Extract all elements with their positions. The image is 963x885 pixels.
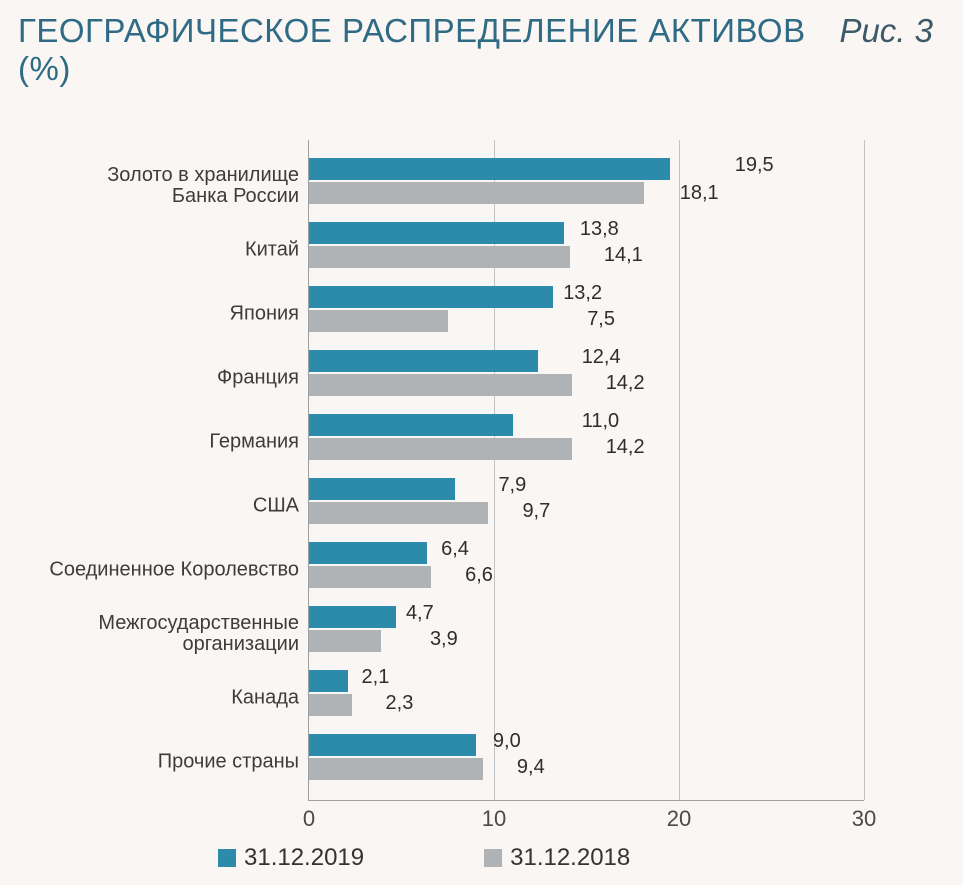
- value-label-2019: 2,1: [362, 666, 390, 689]
- value-label-2018: 14,2: [606, 436, 645, 459]
- value-label-2019: 12,4: [582, 346, 621, 369]
- category-row: США7,99,7: [309, 474, 864, 538]
- value-label-2019: 4,7: [406, 602, 434, 625]
- legend-swatch: [218, 849, 236, 867]
- category-row: Прочие страны9,09,4: [309, 730, 864, 794]
- category-label: Китай: [19, 240, 309, 261]
- bar-2019: [309, 734, 476, 756]
- category-label: Соединенное Королевство: [19, 560, 309, 581]
- bar-2018: [309, 310, 448, 332]
- category-row: Золото в хранилище Банка России19,518,1: [309, 154, 864, 218]
- figure-label: Рис. 3: [839, 12, 933, 50]
- value-label-2019: 9,0: [493, 730, 521, 753]
- value-label-2018: 7,5: [587, 308, 615, 331]
- category-row: Межгосударственные организации4,73,9: [309, 602, 864, 666]
- category-label: Германия: [19, 432, 309, 453]
- category-row: Соединенное Королевство6,46,6: [309, 538, 864, 602]
- legend-label: 31.12.2018: [510, 844, 630, 871]
- bar-chart: 0102030Золото в хранилище Банка России19…: [18, 140, 918, 801]
- category-label: Межгосударственные организации: [19, 613, 309, 655]
- category-label: Канада: [19, 688, 309, 709]
- category-row: Япония13,27,5: [309, 282, 864, 346]
- value-label-2018: 2,3: [386, 692, 414, 715]
- value-label-2018: 14,1: [604, 244, 643, 267]
- value-label-2019: 19,5: [735, 154, 774, 177]
- category-label: Франция: [19, 368, 309, 389]
- category-row: Германия11,014,2: [309, 410, 864, 474]
- bar-2018: [309, 374, 572, 396]
- value-label-2019: 13,8: [580, 218, 619, 241]
- value-label-2018: 14,2: [606, 372, 645, 395]
- title-row: ГЕОГРАФИЧЕСКОЕ РАСПРЕДЕЛЕНИЕ АКТИВОВ (%)…: [0, 0, 963, 88]
- category-label: Прочие страны: [19, 752, 309, 773]
- figure-container: ГЕОГРАФИЧЕСКОЕ РАСПРЕДЕЛЕНИЕ АКТИВОВ (%)…: [0, 0, 963, 885]
- legend: 31.12.2019 31.12.2018: [18, 844, 963, 872]
- bar-2018: [309, 566, 431, 588]
- bar-2018: [309, 630, 381, 652]
- bar-2019: [309, 542, 427, 564]
- value-label-2018: 9,4: [517, 756, 545, 779]
- value-label-2019: 13,2: [563, 282, 602, 305]
- value-label-2018: 9,7: [522, 500, 550, 523]
- legend-item: 31.12.2019: [218, 844, 364, 872]
- bar-2018: [309, 438, 572, 460]
- bar-2019: [309, 158, 670, 180]
- bar-2019: [309, 222, 564, 244]
- value-label-2018: 6,6: [465, 564, 493, 587]
- bar-2019: [309, 670, 348, 692]
- x-tick-label: 30: [852, 806, 876, 832]
- category-row: Китай13,814,1: [309, 218, 864, 282]
- x-tick-label: 20: [667, 806, 691, 832]
- bar-2019: [309, 286, 553, 308]
- value-label-2019: 7,9: [498, 474, 526, 497]
- legend-swatch: [484, 849, 502, 867]
- bar-2018: [309, 246, 570, 268]
- category-label: Золото в хранилище Банка России: [19, 165, 309, 207]
- category-row: Франция12,414,2: [309, 346, 864, 410]
- bar-2018: [309, 182, 644, 204]
- chart-title: ГЕОГРАФИЧЕСКОЕ РАСПРЕДЕЛЕНИЕ АКТИВОВ (%): [18, 12, 806, 88]
- bar-2018: [309, 758, 483, 780]
- bar-2019: [309, 414, 513, 436]
- category-label: Япония: [19, 304, 309, 325]
- category-row: Канада2,12,3: [309, 666, 864, 730]
- bar-2018: [309, 694, 352, 716]
- value-label-2018: 3,9: [430, 628, 458, 651]
- x-tick-label: 10: [482, 806, 506, 832]
- bar-2018: [309, 502, 488, 524]
- category-label: США: [19, 496, 309, 517]
- gridline: [864, 140, 865, 800]
- plot-area: 0102030Золото в хранилище Банка России19…: [308, 140, 864, 801]
- bar-2019: [309, 478, 455, 500]
- value-label-2018: 18,1: [680, 182, 719, 205]
- x-tick-label: 0: [303, 806, 315, 832]
- value-label-2019: 6,4: [441, 538, 469, 561]
- value-label-2019: 11,0: [582, 410, 619, 433]
- bar-2019: [309, 606, 396, 628]
- legend-item: 31.12.2018: [484, 844, 630, 872]
- legend-label: 31.12.2019: [244, 844, 364, 871]
- bar-2019: [309, 350, 538, 372]
